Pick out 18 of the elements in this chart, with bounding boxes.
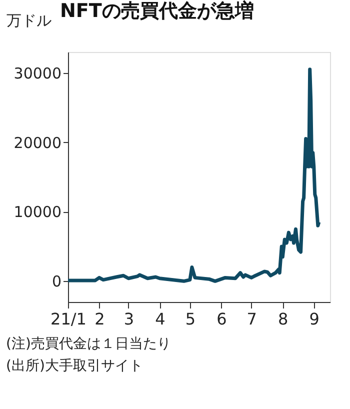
x-tick-label: 4 bbox=[155, 310, 166, 328]
line-series bbox=[68, 68, 321, 283]
text: (注)売買代金は１日当たり bbox=[6, 336, 171, 352]
x-tick-label: 8 bbox=[278, 310, 288, 328]
x-tick-label: 7 bbox=[246, 310, 257, 328]
y-axis-title: 万ドル bbox=[6, 12, 52, 30]
y-tick-label: 0 bbox=[52, 272, 62, 291]
y-tick-label: 20000 bbox=[14, 134, 62, 152]
x-tick-label: 9 bbox=[309, 310, 320, 328]
text: (出所)大手取引サイト bbox=[6, 358, 143, 374]
x-tick-label: 6 bbox=[216, 310, 227, 328]
y-tick-label: 10000 bbox=[14, 203, 62, 222]
x-tick-label: 3 bbox=[124, 310, 134, 328]
x-tick-label: 21/1 bbox=[50, 310, 86, 328]
x-tick-label: 5 bbox=[185, 310, 196, 328]
x-tick-label: 2 bbox=[94, 310, 105, 328]
chart-title: NFTの売買代金が急増 bbox=[60, 0, 254, 22]
y-tick-label: 30000 bbox=[14, 64, 62, 82]
